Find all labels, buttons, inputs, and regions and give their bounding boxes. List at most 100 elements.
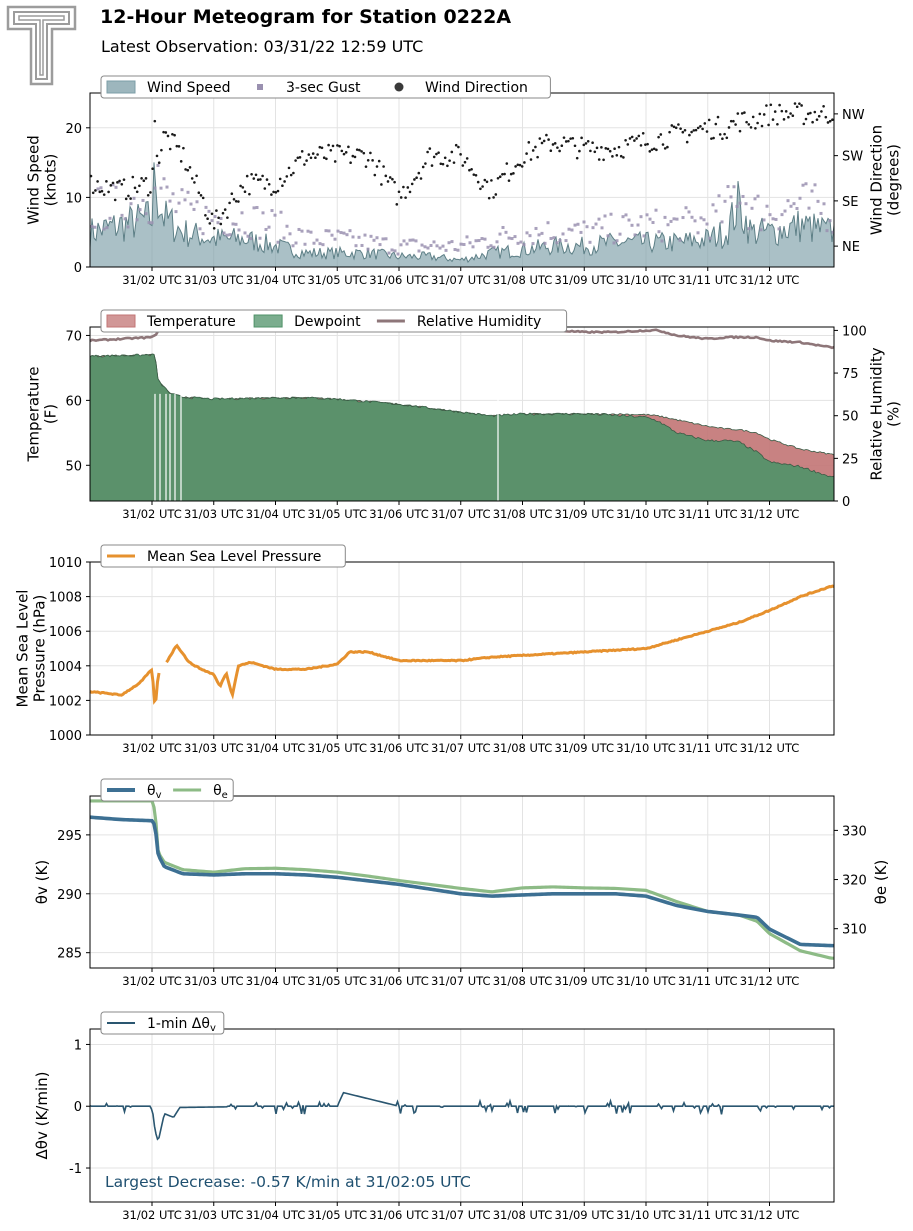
y-tick-label: 290 [57, 888, 82, 903]
wind-direction-point [254, 173, 258, 177]
gust-point [405, 242, 409, 246]
gust-point [291, 244, 295, 248]
wind-direction-point [828, 119, 832, 123]
gust-point [669, 219, 673, 223]
gust-point [585, 225, 589, 229]
gust-point [300, 229, 304, 233]
gust-point [477, 239, 481, 243]
dewpoint-area [89, 353, 835, 502]
gust-point [138, 208, 142, 212]
wind-direction-point [666, 145, 669, 149]
wind-direction-point [457, 145, 460, 149]
gust-point [198, 227, 202, 231]
wind-direction-point [549, 149, 553, 153]
wind-direction-point [439, 162, 443, 166]
gust-point [183, 198, 187, 202]
wind-direction-point [197, 191, 201, 195]
wind-direction-point [386, 180, 390, 183]
wind-direction-point [402, 185, 405, 189]
wind-direction-point [551, 143, 555, 146]
gust-point [525, 231, 529, 235]
wind-direction-point [604, 147, 608, 150]
y-tick-label: 1000 [49, 729, 82, 744]
gust-point [741, 194, 745, 198]
x-tick-label: 31/09 UTC [554, 507, 614, 521]
wind-direction-point [353, 155, 357, 159]
gust-point [204, 205, 208, 209]
wind-direction-point [432, 155, 436, 159]
gust-point [504, 230, 508, 234]
gust-point [648, 217, 652, 221]
legend-swatch [257, 84, 263, 90]
gust-point [459, 242, 463, 246]
wind-direction-point [597, 158, 601, 161]
wind-direction-point [289, 173, 293, 177]
gust-point [627, 218, 631, 222]
wind-direction-point [809, 111, 812, 115]
gust-point [639, 215, 643, 219]
gust-point [282, 236, 286, 240]
gust-point [351, 235, 355, 239]
wind-direction-point [212, 226, 216, 230]
gust-point [399, 243, 403, 247]
wind-direction-point [230, 192, 234, 196]
wind-direction-point [404, 196, 407, 199]
wind-direction-point [793, 102, 797, 105]
y2-tick-label: 330 [842, 824, 867, 839]
wind-direction-point [100, 189, 104, 193]
gust-point [330, 233, 334, 237]
gust-point [264, 227, 268, 231]
wind-direction-point [725, 136, 729, 140]
y-tick-label: 1006 [49, 625, 82, 640]
gust-point [114, 185, 118, 189]
x-tick-label: 31/05 UTC [307, 1208, 367, 1222]
wind-direction-point [127, 194, 130, 198]
wind-direction-point [344, 151, 348, 154]
gust-point [258, 236, 262, 240]
legend-label: Wind Speed [147, 80, 231, 96]
wind-direction-point [215, 209, 218, 212]
gust-point [507, 236, 511, 240]
panel-pressure: 31/02 UTC 31/03 UTC 31/04 UTC 31/05 UTC 31/0… [14, 544, 835, 755]
wind-direction-point [210, 212, 214, 216]
wind-direction-point [520, 165, 524, 168]
gust-point [174, 210, 178, 214]
x-tick-label: 31/03 UTC [184, 974, 244, 988]
gust-point [444, 248, 448, 252]
gust-point [207, 209, 211, 213]
wind-direction-point [391, 177, 394, 181]
wind-direction-point [331, 144, 335, 148]
gust-point [210, 219, 214, 223]
wind-direction-point [373, 173, 377, 177]
wind-direction-point [683, 128, 687, 132]
wind-direction-point [718, 133, 722, 136]
wind-direction-point [773, 110, 777, 113]
legend-box [100, 75, 551, 99]
gust-point [549, 236, 553, 240]
legend-label: Temperature [146, 314, 236, 330]
wind-direction-point [822, 104, 825, 108]
theta-e-line [90, 799, 834, 960]
x-tick-label: 31/04 UTC [246, 507, 306, 521]
x-tick-label: 31/11 UTC [678, 974, 738, 988]
wind-direction-point [309, 156, 313, 160]
wind-direction-point [144, 177, 148, 180]
wind-direction-point [740, 112, 744, 115]
gust-point [411, 238, 415, 242]
gust-point [294, 241, 298, 245]
wind-direction-point [245, 174, 249, 178]
gust-point [201, 232, 205, 236]
wind-direction-point [800, 104, 803, 107]
y2-tick-label: 320 [842, 874, 867, 889]
gust-point [417, 249, 421, 253]
wind-direction-point [584, 142, 588, 145]
gust-point [120, 213, 124, 217]
gust-point [153, 186, 157, 190]
gust-point [588, 240, 592, 244]
gust-point [681, 216, 685, 220]
gust-point [105, 226, 109, 230]
wind-direction-point [595, 146, 599, 150]
wind-direction-point [408, 190, 412, 194]
gust-point [654, 208, 658, 212]
gust-point [489, 244, 493, 248]
